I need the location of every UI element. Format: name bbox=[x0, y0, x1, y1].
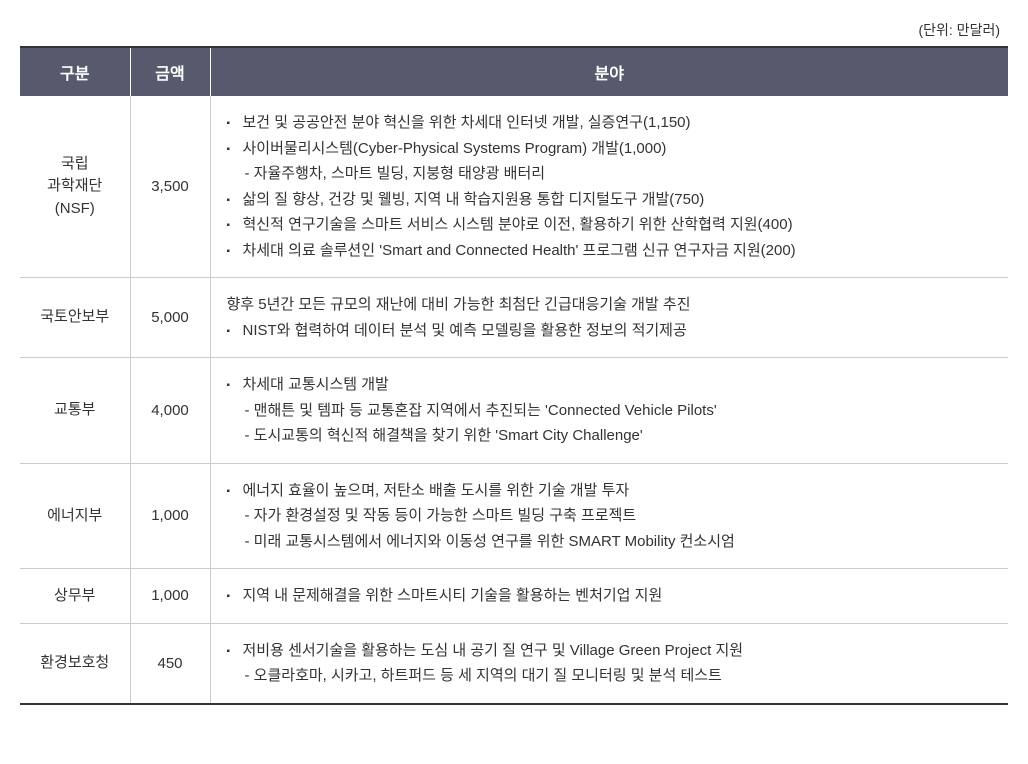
field-item-list: 에너지 효율이 높으며, 저탄소 배출 도시를 위한 기술 개발 투자자가 환경… bbox=[223, 478, 997, 555]
table-row: 교통부4,000차세대 교통시스템 개발맨해튼 및 템파 등 교통혼잡 지역에서… bbox=[20, 358, 1008, 464]
col-header-field: 분야 bbox=[210, 47, 1008, 96]
field-subitem: 자가 환경설정 및 작동 등이 가능한 스마트 빌딩 구축 프로젝트 bbox=[227, 503, 997, 529]
field-item: 지역 내 문제해결을 위한 스마트시티 기술을 활용하는 벤처기업 지원 bbox=[227, 583, 997, 609]
field-item-list: 보건 및 공공안전 분야 혁신을 위한 차세대 인터넷 개발, 실증연구(1,1… bbox=[223, 110, 997, 263]
cell-field: 향후 5년간 모든 규모의 재난에 대비 가능한 최첨단 긴급대응기술 개발 추… bbox=[210, 278, 1008, 358]
field-item: 보건 및 공공안전 분야 혁신을 위한 차세대 인터넷 개발, 실증연구(1,1… bbox=[227, 110, 997, 136]
field-subitem: 맨해튼 및 템파 등 교통혼잡 지역에서 추진되는 'Connected Veh… bbox=[227, 398, 997, 424]
field-item: 혁신적 연구기술을 스마트 서비스 시스템 분야로 이전, 활용하기 위한 산학… bbox=[227, 212, 997, 238]
cell-field: 차세대 교통시스템 개발맨해튼 및 템파 등 교통혼잡 지역에서 추진되는 'C… bbox=[210, 358, 1008, 464]
table-row: 환경보호청450 저비용 센서기술을 활용하는 도심 내 공기 질 연구 및 Vi… bbox=[20, 623, 1008, 704]
unit-label: (단위: 만달러) bbox=[20, 20, 1008, 40]
cell-amount: 4,000 bbox=[130, 358, 210, 464]
cell-amount: 1,000 bbox=[130, 569, 210, 624]
field-item-list: NIST와 협력하여 데이터 분석 및 예측 모델링을 활용한 정보의 적기제공 bbox=[223, 318, 997, 344]
cell-category: 교통부 bbox=[20, 358, 130, 464]
cell-field: 지역 내 문제해결을 위한 스마트시티 기술을 활용하는 벤처기업 지원 bbox=[210, 569, 1008, 624]
field-item: 차세대 의료 솔루션인 'Smart and Connected Health'… bbox=[227, 238, 997, 264]
cell-amount: 450 bbox=[130, 623, 210, 704]
cell-amount: 1,000 bbox=[130, 463, 210, 569]
field-item: 사이버물리시스템(Cyber-Physical Systems Program)… bbox=[227, 136, 997, 162]
cell-amount: 3,500 bbox=[130, 96, 210, 278]
cell-category: 에너지부 bbox=[20, 463, 130, 569]
cell-amount: 5,000 bbox=[130, 278, 210, 358]
budget-table: 구분 금액 분야 국립과학재단(NSF)3,500 보건 및 공공안전 분야 혁신… bbox=[20, 46, 1008, 705]
col-header-amount: 금액 bbox=[130, 47, 210, 96]
field-item: NIST와 협력하여 데이터 분석 및 예측 모델링을 활용한 정보의 적기제공 bbox=[227, 318, 997, 344]
table-body: 국립과학재단(NSF)3,500 보건 및 공공안전 분야 혁신을 위한 차세대 … bbox=[20, 96, 1008, 704]
field-subitem: 자율주행차, 스마트 빌딩, 지붕형 태양광 배터리 bbox=[227, 161, 997, 187]
field-item: 저비용 센서기술을 활용하는 도심 내 공기 질 연구 및 Village Gr… bbox=[227, 638, 997, 664]
field-item-list: 차세대 교통시스템 개발맨해튼 및 템파 등 교통혼잡 지역에서 추진되는 'C… bbox=[223, 372, 997, 449]
field-subitem: 도시교통의 혁신적 해결책을 찾기 위한 'Smart City Challen… bbox=[227, 423, 997, 449]
cell-category: 환경보호청 bbox=[20, 623, 130, 704]
cell-field: 에너지 효율이 높으며, 저탄소 배출 도시를 위한 기술 개발 투자자가 환경… bbox=[210, 463, 1008, 569]
table-row: 국립과학재단(NSF)3,500 보건 및 공공안전 분야 혁신을 위한 차세대 … bbox=[20, 96, 1008, 278]
table-container: (단위: 만달러) 구분 금액 분야 국립과학재단(NSF)3,500 보건 및 … bbox=[20, 20, 1008, 705]
table-row: 상무부1,000 지역 내 문제해결을 위한 스마트시티 기술을 활용하는 벤처기… bbox=[20, 569, 1008, 624]
cell-category: 국토안보부 bbox=[20, 278, 130, 358]
field-plain-text: 향후 5년간 모든 규모의 재난에 대비 가능한 최첨단 긴급대응기술 개발 추… bbox=[223, 292, 997, 318]
field-item: 에너지 효율이 높으며, 저탄소 배출 도시를 위한 기술 개발 투자 bbox=[227, 478, 997, 504]
field-subitem: 오클라호마, 시카고, 하트퍼드 등 세 지역의 대기 질 모니터링 및 분석 … bbox=[227, 663, 997, 689]
cell-category: 상무부 bbox=[20, 569, 130, 624]
field-item: 삶의 질 향상, 건강 및 웰빙, 지역 내 학습지원용 통합 디지털도구 개발… bbox=[227, 187, 997, 213]
field-item-list: 저비용 센서기술을 활용하는 도심 내 공기 질 연구 및 Village Gr… bbox=[223, 638, 997, 689]
cell-field: 보건 및 공공안전 분야 혁신을 위한 차세대 인터넷 개발, 실증연구(1,1… bbox=[210, 96, 1008, 278]
col-header-category: 구분 bbox=[20, 47, 130, 96]
header-row: 구분 금액 분야 bbox=[20, 47, 1008, 96]
cell-field: 저비용 센서기술을 활용하는 도심 내 공기 질 연구 및 Village Gr… bbox=[210, 623, 1008, 704]
table-row: 에너지부1,000에너지 효율이 높으며, 저탄소 배출 도시를 위한 기술 개… bbox=[20, 463, 1008, 569]
cell-category: 국립과학재단(NSF) bbox=[20, 96, 130, 278]
field-item: 차세대 교통시스템 개발 bbox=[227, 372, 997, 398]
field-item-list: 지역 내 문제해결을 위한 스마트시티 기술을 활용하는 벤처기업 지원 bbox=[223, 583, 997, 609]
field-subitem: 미래 교통시스템에서 에너지와 이동성 연구를 위한 SMART Mobilit… bbox=[227, 529, 997, 555]
table-row: 국토안보부5,000 향후 5년간 모든 규모의 재난에 대비 가능한 최첨단 긴… bbox=[20, 278, 1008, 358]
